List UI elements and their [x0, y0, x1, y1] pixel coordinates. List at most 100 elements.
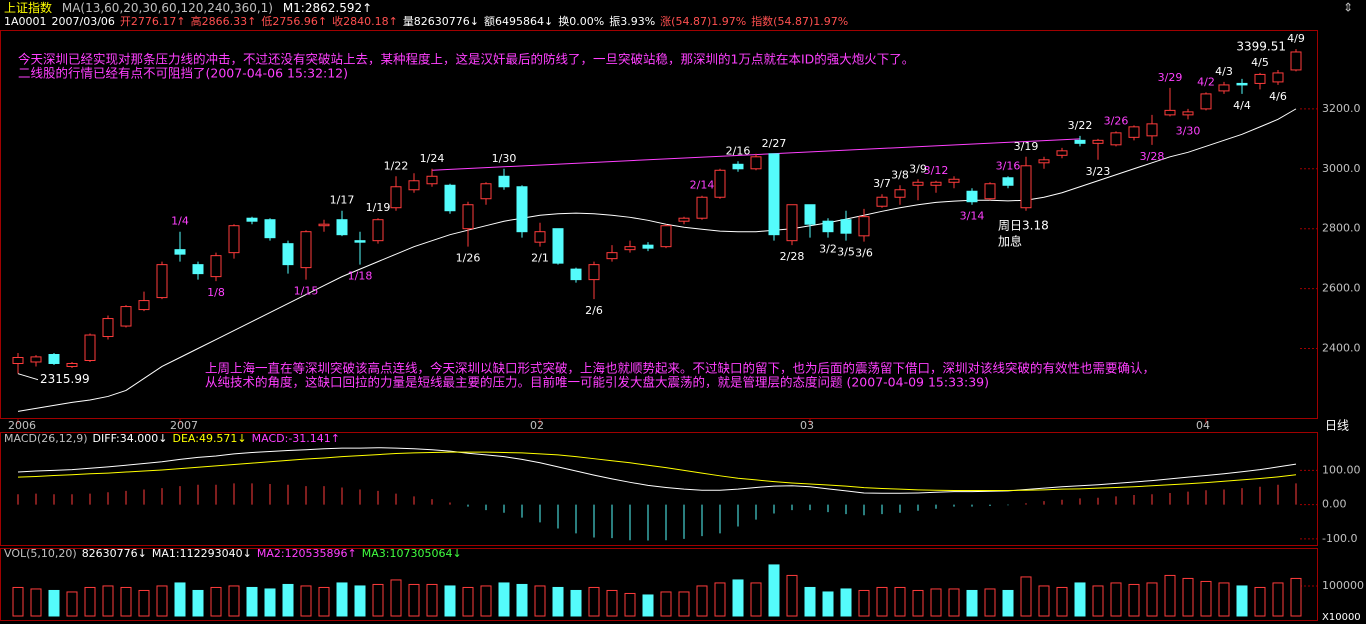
candle-body	[48, 353, 60, 364]
volume-bar	[48, 589, 60, 617]
volume-panel	[0, 548, 1318, 621]
diff-line	[17, 447, 1297, 494]
candle-body	[822, 220, 834, 233]
date-label: 3/30	[1176, 124, 1201, 137]
ma-line	[17, 108, 1297, 412]
candle-body	[372, 219, 384, 242]
volume-bar	[1290, 577, 1302, 617]
volume-bar	[1182, 577, 1194, 617]
candle-body	[1290, 51, 1302, 71]
macd-header: MACD(26,12,9) DIFF:34.000↓ DEA:49.571↓ MACD…	[4, 432, 340, 445]
candle-body	[660, 225, 672, 248]
candle-body	[426, 175, 438, 185]
y-tick-label: 3200.0	[1322, 102, 1361, 115]
x-tick-label: 04	[1196, 419, 1210, 432]
dea-line	[17, 451, 1297, 492]
volume-bar	[408, 583, 420, 617]
candle-body	[444, 184, 456, 212]
candle-body	[696, 196, 708, 219]
candle-body	[876, 196, 888, 207]
date-label: 3/19	[1014, 140, 1039, 153]
volume-bar	[966, 589, 978, 617]
candle-body	[498, 175, 510, 188]
candle-body	[12, 356, 24, 364]
y-tick-label: 2800.0	[1322, 222, 1361, 235]
date-label: 1/22	[384, 159, 409, 172]
date-label: 2/1	[531, 252, 549, 265]
quote-item: 换0.00%	[558, 14, 604, 28]
volume-bar	[84, 586, 96, 617]
volume-bar	[1128, 583, 1140, 617]
ma-value: M1:2862.592↑	[283, 1, 372, 15]
volume-bar	[858, 589, 870, 617]
candle-body	[768, 153, 780, 236]
volume-bar	[588, 586, 600, 617]
volume-bar	[1074, 582, 1086, 617]
date-label: 1/19	[366, 201, 391, 214]
date-label: 3/28	[1140, 150, 1165, 163]
candle-body	[912, 181, 924, 186]
quote-line: 1A0001 2007/03/06 开2776.17↑ 高2866.33↑ 低2756.…	[4, 14, 848, 28]
header-item: MACD:-31.141↑	[252, 432, 340, 445]
date-label: 2/16	[726, 144, 751, 157]
volume-bar	[696, 585, 708, 617]
volume-bar	[372, 583, 384, 617]
candle-body	[408, 180, 420, 191]
header-item: DEA:49.571↓	[172, 432, 246, 445]
volume-bar	[192, 589, 204, 617]
volume-bar	[210, 586, 222, 617]
volume-bar	[732, 579, 744, 617]
quote-item: 量82630776↓	[403, 15, 479, 28]
volume-bar	[912, 589, 924, 617]
volume-bar	[246, 586, 258, 617]
icon: ⇕	[1343, 1, 1353, 15]
candle-body	[462, 204, 474, 230]
date-label: 1/24	[420, 152, 445, 165]
volume-bar	[66, 591, 78, 617]
candle-body	[264, 219, 276, 239]
macd-panel	[0, 432, 1318, 546]
candle-body	[732, 163, 744, 170]
volume-bar	[1236, 585, 1248, 617]
quote-item: 收2840.18↑	[332, 14, 398, 28]
date-label: 3/14	[960, 210, 985, 223]
candle-body	[606, 252, 618, 260]
date-label: 4/4	[1233, 99, 1251, 112]
volume-bar	[1164, 574, 1176, 617]
candle-body	[966, 190, 978, 203]
candle-body	[210, 255, 222, 278]
quote-item: 额6495864↓	[484, 15, 553, 28]
candle-body	[1164, 109, 1176, 116]
volume-bar	[678, 591, 690, 617]
candle-body	[570, 268, 582, 281]
y-tick-label: 2400.0	[1322, 342, 1361, 355]
date-label: 1/17	[330, 194, 355, 207]
candle-body	[840, 219, 852, 234]
note: 今天深圳已经实现对那条压力线的冲击，不过还没有突破站上去，某种程度上，这是汉奸最…	[18, 52, 914, 67]
volume-bar	[840, 588, 852, 617]
candle-body	[228, 225, 240, 254]
candle-body	[156, 264, 168, 299]
date-label: 3/2	[819, 243, 837, 256]
candle-body	[480, 183, 492, 200]
candle-body	[174, 249, 186, 255]
volume-bar	[282, 583, 294, 617]
volume-bar	[228, 585, 240, 617]
candle-body	[120, 306, 132, 327]
candle-body	[30, 356, 42, 363]
note: 上周上海一直在等深圳突破该高点连线，今天深圳以缺口形式突破，上海也就顺势起来。不…	[205, 361, 1155, 376]
volume-bar	[948, 588, 960, 617]
volume-bar	[552, 586, 564, 617]
volume-bar	[894, 586, 906, 617]
candle-body	[588, 264, 600, 281]
volume-bar	[444, 585, 456, 617]
volume-header: VOL(5,10,20) 82630776↓ MA1:112293040↓ MA2:1…	[4, 547, 462, 560]
candle-body	[1128, 126, 1140, 138]
y-tick-label: 3000.0	[1322, 162, 1361, 175]
date-label: 3/26	[1104, 114, 1129, 127]
candle-body	[750, 156, 762, 170]
quote-item: 1A0001	[4, 15, 47, 28]
date-label: 4/9	[1287, 32, 1305, 45]
volume-bar	[1002, 589, 1014, 617]
volume-bar	[804, 586, 816, 617]
